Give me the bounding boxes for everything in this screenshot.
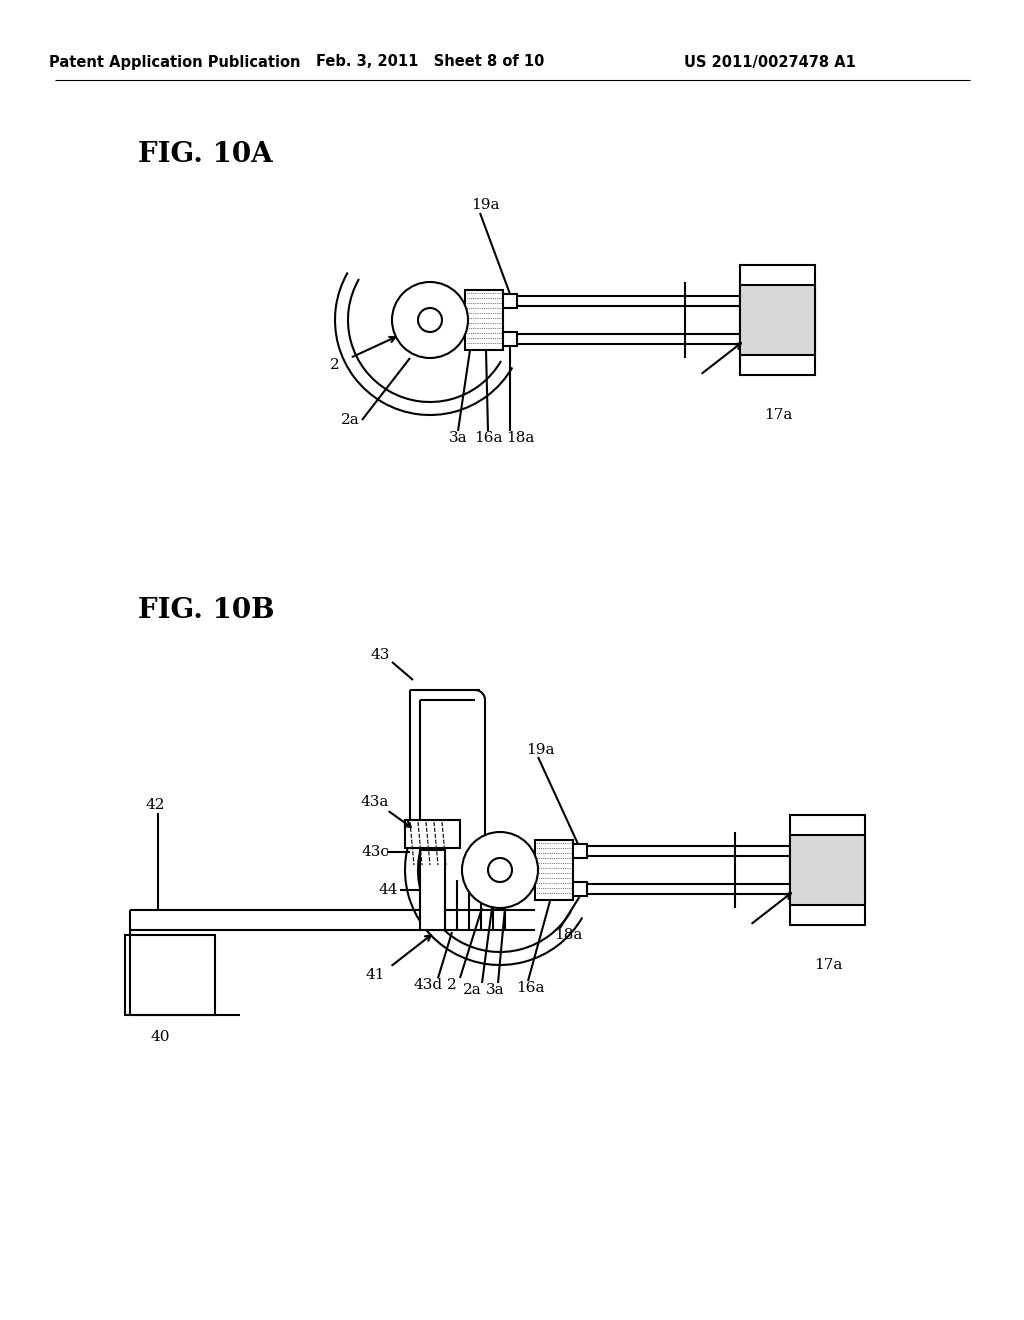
Bar [420,850,445,931]
Bar [790,836,865,906]
Bar [503,333,517,346]
Bar [573,843,587,858]
Text: 18a: 18a [506,432,535,445]
Text: Patent Application Publication: Patent Application Publication [49,54,301,70]
Bar [465,290,503,350]
Text: 41: 41 [366,968,385,982]
Text: 3a: 3a [449,432,467,445]
Text: 2a: 2a [463,983,481,997]
Bar [125,935,215,1015]
Text: 16a: 16a [516,981,544,995]
Text: 44: 44 [378,883,397,898]
Text: 43: 43 [371,648,390,663]
Text: 19a: 19a [471,198,500,213]
Bar [573,882,587,896]
Bar [535,840,573,900]
Text: 3a: 3a [485,983,504,997]
Text: 16a: 16a [474,432,502,445]
Text: 17a: 17a [764,408,793,422]
Bar [406,820,460,847]
Circle shape [418,308,442,333]
Text: 2: 2 [447,978,457,993]
Text: 17a: 17a [814,958,842,972]
Text: 43a: 43a [360,795,389,809]
Circle shape [488,858,512,882]
Text: 2a: 2a [341,413,359,426]
Text: 43d: 43d [414,978,442,993]
Circle shape [462,832,538,908]
Text: Feb. 3, 2011   Sheet 8 of 10: Feb. 3, 2011 Sheet 8 of 10 [315,54,544,70]
Circle shape [392,282,468,358]
Bar [790,814,865,925]
Text: 40: 40 [151,1030,170,1044]
Text: 42: 42 [145,799,165,812]
Text: FIG. 10A: FIG. 10A [138,141,272,169]
Text: 19a: 19a [525,743,554,756]
Bar [740,265,815,375]
Text: 43c: 43c [361,845,389,859]
Text: 2: 2 [330,358,340,372]
Text: FIG. 10B: FIG. 10B [138,597,274,623]
Bar [503,294,517,308]
Text: US 2011/0027478 A1: US 2011/0027478 A1 [684,54,856,70]
Bar [740,285,815,355]
Text: 18a: 18a [554,928,583,942]
